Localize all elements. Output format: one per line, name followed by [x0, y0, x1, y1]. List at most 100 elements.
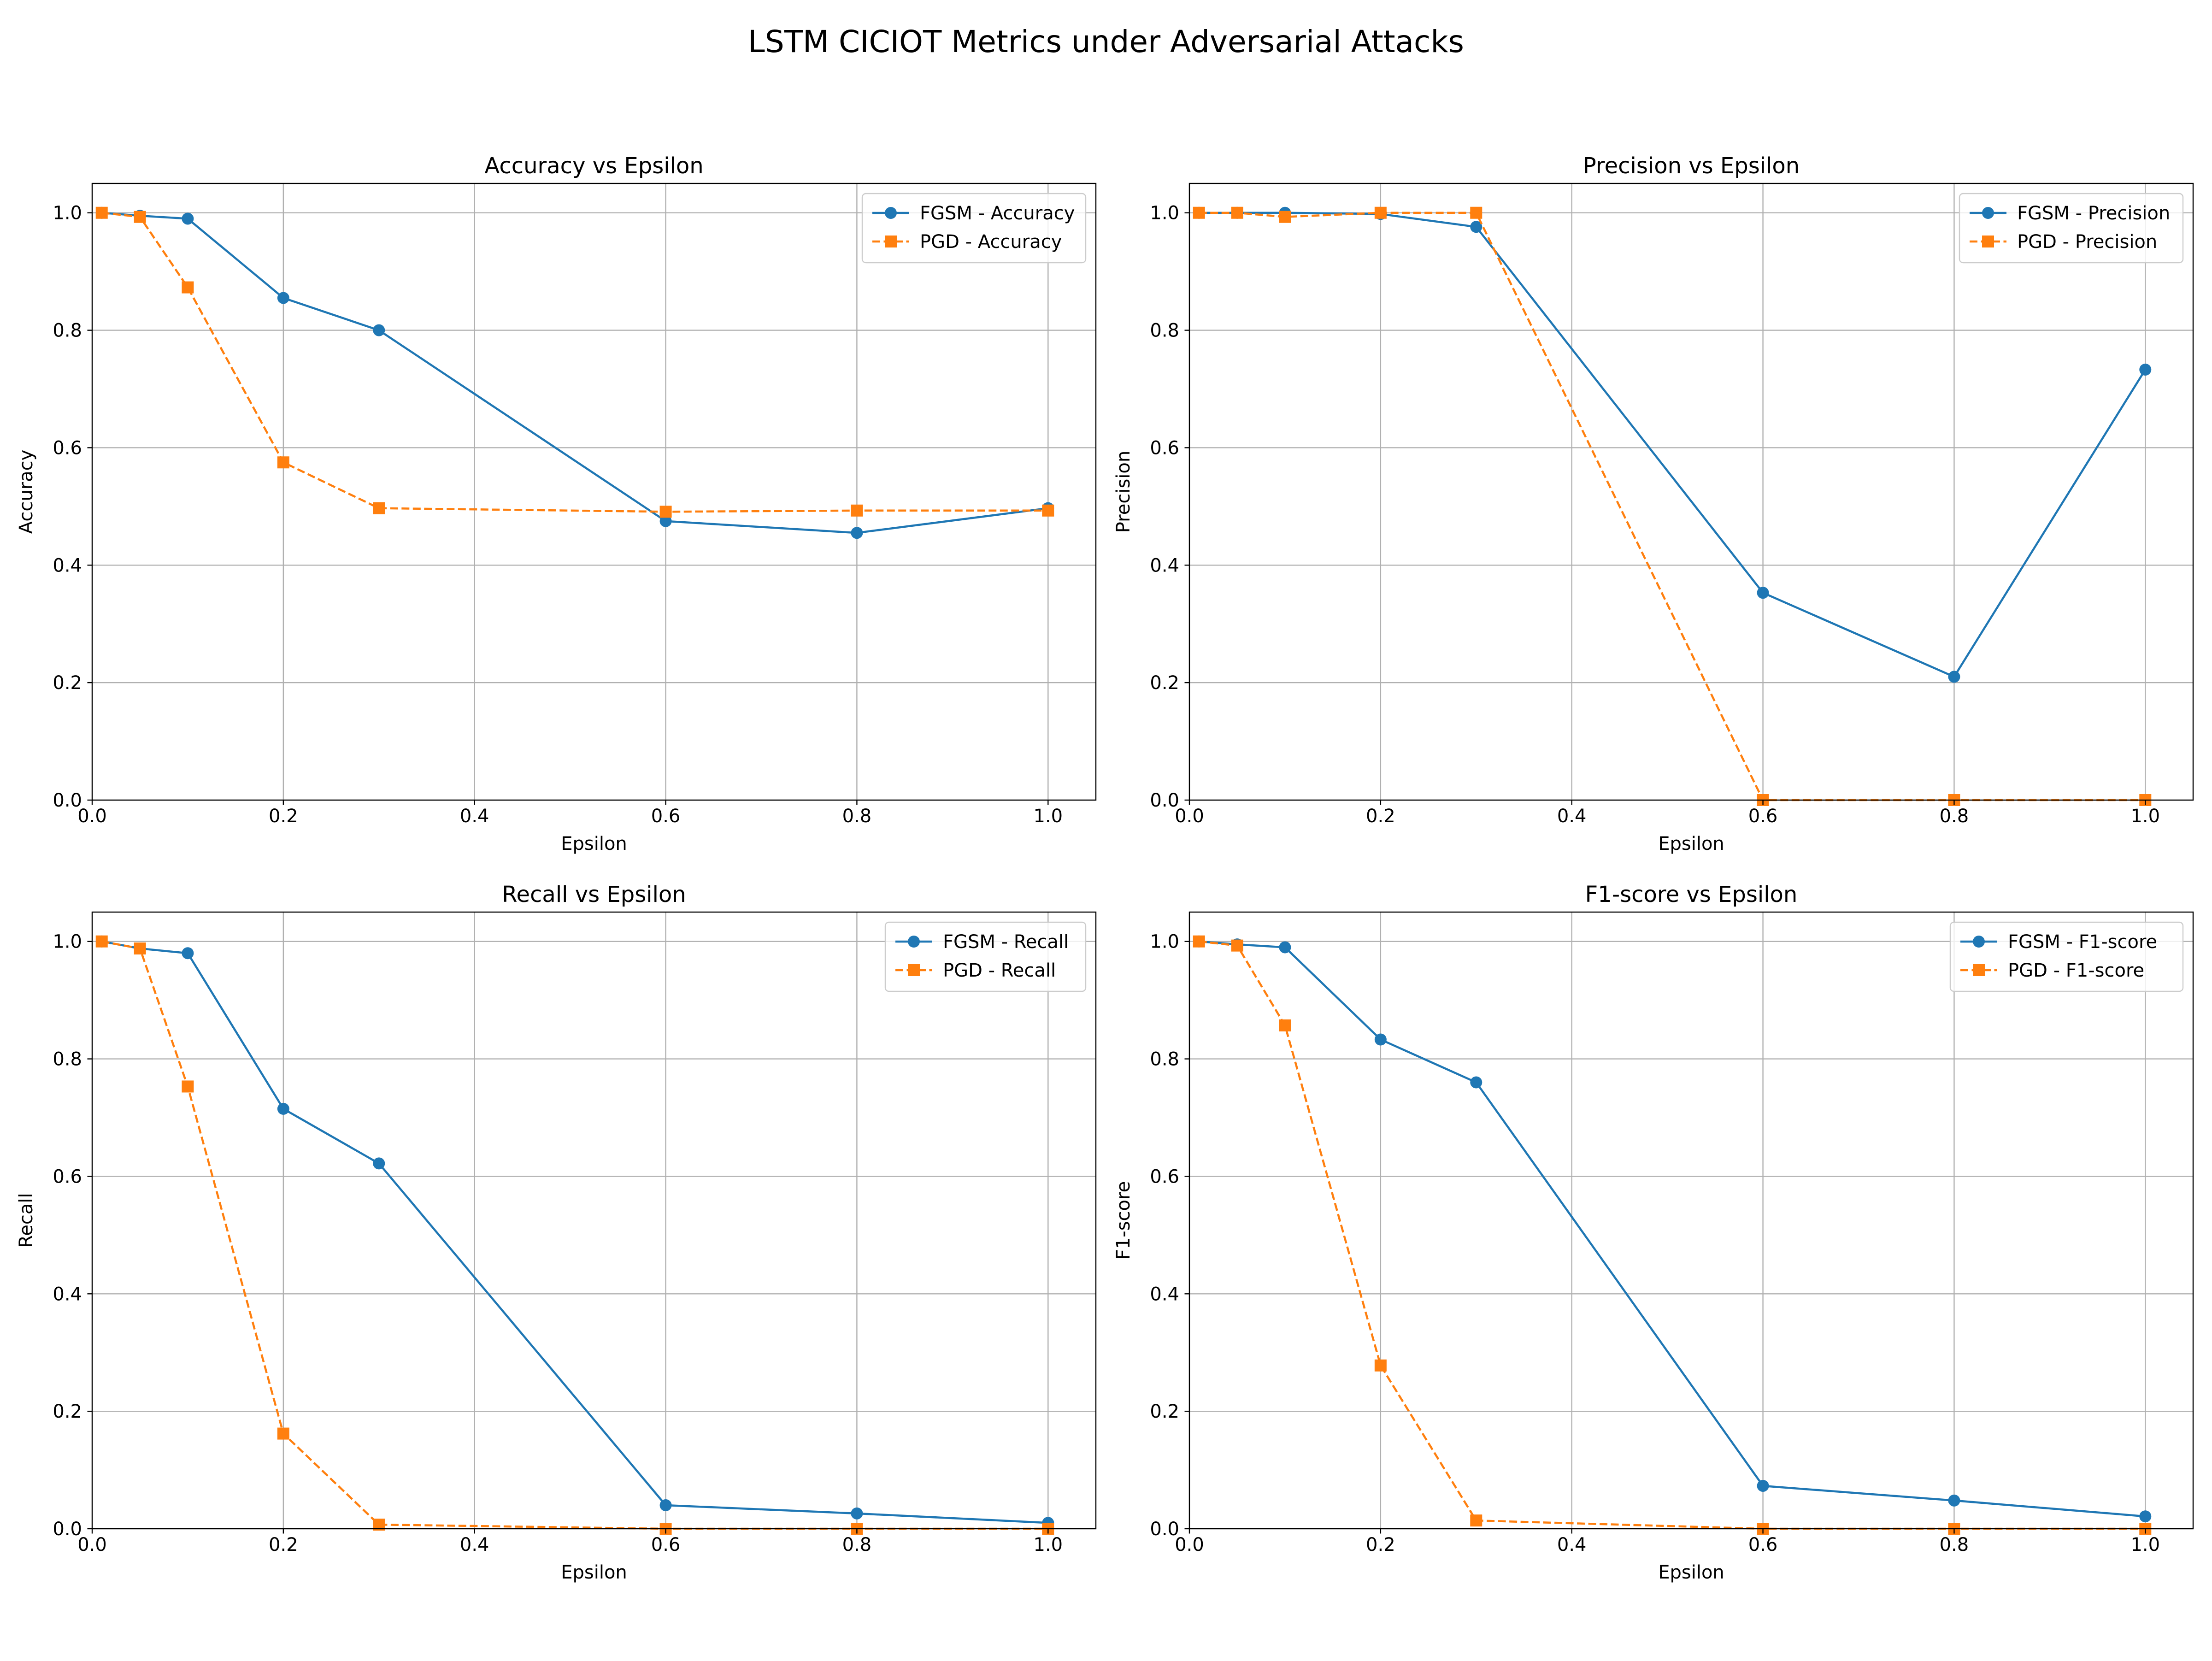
legend-marker	[908, 964, 920, 976]
data-point	[1470, 1514, 1483, 1527]
data-point	[373, 502, 385, 514]
x-tick-label: 1.0	[1033, 806, 1063, 827]
data-point	[1042, 504, 1054, 517]
data-point	[1279, 211, 1291, 223]
y-tick-label: 0.6	[53, 437, 82, 459]
legend: FGSM - Recall PGD - Recall	[884, 921, 1087, 992]
data-point	[851, 1507, 863, 1520]
x-tick-label: 0.8	[1940, 806, 1969, 827]
data-point	[95, 206, 108, 219]
x-axis-label: Epsilon	[1658, 1562, 1724, 1583]
data-point	[277, 1102, 289, 1115]
data-point	[182, 947, 194, 960]
y-tick-label: 0.0	[53, 790, 82, 811]
legend-label: PGD - F1-score	[2008, 960, 2144, 981]
y-axis-label: Recall	[16, 1193, 37, 1248]
series-line-fgsm	[101, 212, 1048, 534]
subplot-1: 0.0 0.2 0.4 0.6 0.8 1.0 0.0 0.2 0.4 0.6 0.8 1.0 Accu…	[16, 153, 1097, 854]
subplot-title: Precision vs Epsilon	[1583, 153, 1800, 179]
x-tick-label: 0.2	[269, 806, 298, 827]
x-tick-label: 0.8	[1940, 1534, 1969, 1555]
legend-label: FGSM - Precision	[2017, 203, 2170, 224]
data-point	[1470, 1076, 1483, 1089]
y-axis-label: Precision	[1113, 451, 1134, 533]
y-tick-label: 1.0	[1150, 931, 1179, 953]
y-tick-label: 0.0	[53, 1519, 82, 1540]
y-tick-label: 0.2	[1150, 1401, 1179, 1422]
data-point	[1374, 1359, 1387, 1372]
data-point	[373, 1157, 385, 1170]
x-axis-label: Epsilon	[561, 1562, 627, 1583]
subplot-2: 0.0 0.2 0.4 0.6 0.8 1.0 0.0 0.2 0.4 0.6 0.8 1.0 Prec…	[1113, 153, 2194, 854]
axes-frame	[1188, 911, 2194, 1530]
data-point	[659, 506, 672, 518]
data-point	[182, 281, 194, 294]
x-tick-label: 0.2	[1366, 806, 1395, 827]
y-tick-label: 0.2	[53, 672, 82, 694]
x-tick-label: 0.0	[1175, 1534, 1204, 1555]
x-tick-label: 0.4	[460, 1534, 489, 1555]
subplot-title: Recall vs Epsilon	[502, 882, 686, 907]
data-point	[134, 942, 146, 955]
y-tick-label: 0.6	[53, 1166, 82, 1187]
y-tick-label: 0.8	[1150, 320, 1179, 342]
data-point	[1279, 1019, 1291, 1031]
data-point	[659, 515, 672, 527]
data-point	[1374, 206, 1387, 219]
data-point	[2139, 363, 2152, 376]
x-tick-label: 0.6	[651, 806, 681, 827]
y-tick-label: 0.2	[1150, 672, 1179, 694]
figure-title: LSTM CICIOT Metrics under Adversarial At…	[748, 24, 1464, 59]
x-tick-label: 0.4	[1557, 806, 1587, 827]
data-point	[851, 527, 863, 539]
data-point	[277, 1427, 289, 1440]
x-tick-label: 0.0	[77, 1534, 107, 1555]
data-point	[2139, 1510, 2152, 1523]
y-tick-label: 0.8	[1150, 1049, 1179, 1070]
data-point	[1231, 939, 1243, 952]
data-point	[1279, 941, 1291, 954]
data-point	[1231, 206, 1243, 219]
legend: FGSM - F1-score PGD - F1-score	[1949, 921, 2184, 992]
legend-box	[1959, 193, 2184, 264]
axes-frame	[91, 183, 1097, 801]
data-point	[1948, 1494, 1960, 1507]
legend-label: FGSM - F1-score	[2008, 931, 2157, 953]
data-point	[1948, 671, 1960, 683]
data-point	[1757, 587, 1769, 599]
y-tick-label: 0.8	[53, 1049, 82, 1070]
x-tick-label: 0.0	[1175, 806, 1204, 827]
series-line-pgd	[1199, 940, 2146, 1530]
x-tick-label: 0.4	[1557, 1534, 1587, 1555]
x-axis-label: Epsilon	[561, 833, 627, 854]
y-axis-label: F1-score	[1113, 1181, 1134, 1260]
y-axis-label: Accuracy	[16, 450, 37, 534]
legend-marker	[1982, 207, 1994, 219]
data-point	[851, 504, 863, 517]
data-point	[277, 292, 289, 304]
legend-marker	[1973, 964, 1985, 976]
y-tick-label: 0.4	[1150, 555, 1179, 576]
data-point	[182, 212, 194, 225]
y-tick-label: 0.0	[1150, 790, 1179, 811]
x-tick-label: 0.2	[269, 1534, 298, 1555]
x-tick-label: 0.6	[1748, 806, 1778, 827]
data-point	[134, 211, 146, 223]
data-point	[1193, 935, 1205, 948]
series-line-pgd	[1199, 212, 2146, 801]
x-tick-label: 0.0	[77, 806, 107, 827]
y-tick-label: 0.4	[1150, 1284, 1179, 1305]
series-line-pgd	[101, 212, 1048, 513]
legend-marker	[885, 207, 897, 219]
legend-box	[1949, 921, 2184, 992]
legend-marker	[1982, 236, 1994, 247]
x-tick-label: 0.6	[1748, 1534, 1778, 1555]
series-line-fgsm	[1199, 212, 2147, 678]
legend-label: FGSM - Recall	[943, 931, 1069, 953]
legend-label: PGD - Accuracy	[920, 231, 1062, 253]
legend-box	[861, 193, 1087, 264]
axes-frame	[91, 911, 1097, 1530]
series-line-pgd	[101, 940, 1048, 1530]
y-tick-label: 1.0	[53, 203, 82, 224]
